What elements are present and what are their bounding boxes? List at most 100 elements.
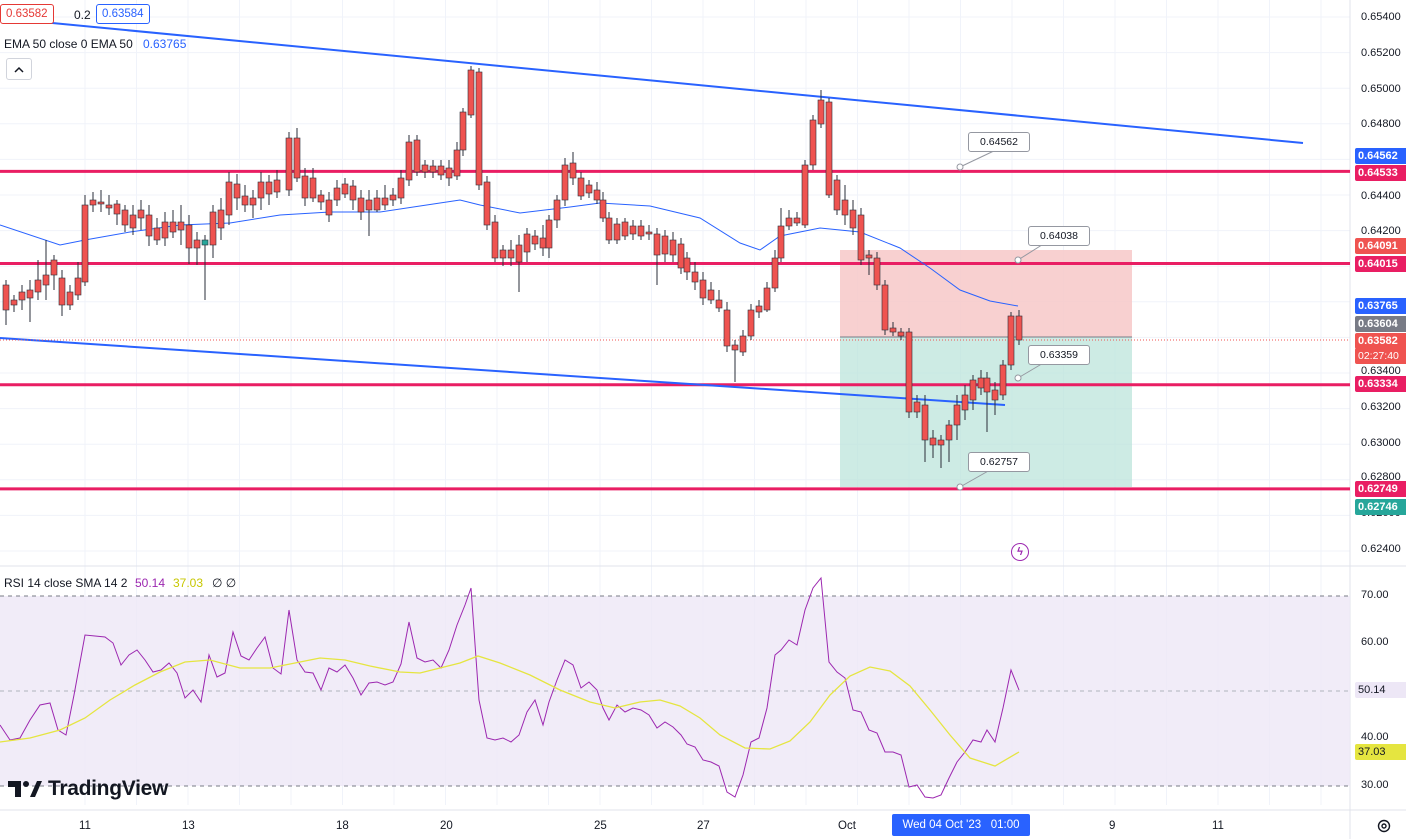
candle-body <box>515 244 523 263</box>
candle-body <box>605 217 613 241</box>
candle-body <box>257 181 265 199</box>
candle-body <box>357 197 365 213</box>
candle-body <box>42 274 50 286</box>
ema-50-line <box>0 199 1019 307</box>
tradingview-logo[interactable]: TradingView <box>8 777 168 801</box>
candle-body <box>169 221 177 233</box>
candle-body <box>755 305 763 313</box>
candle-body <box>645 231 653 235</box>
note-connector <box>959 469 991 488</box>
candle-body <box>273 179 281 193</box>
collapse-legend-button[interactable] <box>6 58 32 80</box>
candle-body <box>413 139 421 173</box>
last-price-label: 0.63582 <box>1355 333 1406 349</box>
candle-body <box>561 164 569 201</box>
lower-trendline <box>0 337 1006 406</box>
candle-body <box>161 221 169 239</box>
settings-gear-icon[interactable] <box>1376 818 1392 834</box>
level-price-label: 0.62749 <box>1355 481 1406 497</box>
candle-body <box>34 279 42 293</box>
ema-price-label: 0.63765 <box>1355 298 1406 314</box>
candle-body <box>849 209 857 229</box>
rsi-legend-extra: ∅ ∅ <box>212 576 237 590</box>
candle-body <box>669 239 677 256</box>
price-tick: 0.64200 <box>1361 225 1401 237</box>
alert-price-label: 0.64562 <box>1355 148 1406 164</box>
candle-body <box>459 111 467 151</box>
spread-value: 0.2 <box>74 8 91 22</box>
logo-text: TradingView <box>48 777 169 800</box>
box-bottom-price-label: 0.62746 <box>1355 499 1406 515</box>
candle-body <box>661 235 669 255</box>
time-tick: 9 <box>1109 820 1116 832</box>
candle-body <box>365 199 373 211</box>
candle-body <box>677 243 685 269</box>
candle-body <box>105 204 113 209</box>
price-tick: 0.64800 <box>1361 118 1401 130</box>
price-tick: 0.65400 <box>1361 11 1401 23</box>
ema-legend-value: 0.63765 <box>143 37 187 51</box>
candle-body <box>825 101 833 196</box>
candle-body <box>293 137 301 179</box>
price-note[interactable]: 0.62757 <box>968 452 1030 472</box>
price-note[interactable]: 0.64038 <box>1028 226 1090 246</box>
candle-body <box>983 377 991 393</box>
candle-body <box>629 225 637 235</box>
crosshair-time-label: Wed 04 Oct '23 01:00 <box>892 814 1030 836</box>
price-note[interactable]: 0.64562 <box>968 132 1030 152</box>
ask-price-button[interactable]: 0.63584 <box>96 4 150 24</box>
candle-body <box>637 225 645 237</box>
time-tick: 11 <box>1212 820 1224 832</box>
candle-body <box>453 149 461 177</box>
candle-body <box>809 119 817 166</box>
candle-body <box>97 201 105 205</box>
time-tick: 18 <box>336 820 349 832</box>
candle-body <box>613 223 621 241</box>
candle-body <box>309 177 317 199</box>
price-tick: 0.63400 <box>1361 365 1401 377</box>
candle-body <box>585 184 593 194</box>
candle-body <box>389 194 397 201</box>
price-tick: 0.65000 <box>1361 83 1401 95</box>
level-price-label: 0.64533 <box>1355 165 1406 181</box>
candle-body <box>937 439 945 446</box>
candle-body <box>977 377 985 389</box>
note-anchor <box>1014 374 1022 382</box>
candle-body <box>499 249 507 259</box>
candle-body <box>249 197 257 206</box>
rsi-tick: 70.00 <box>1361 589 1389 601</box>
candle-body <box>26 289 34 299</box>
candle-body <box>475 71 483 186</box>
lightning-icon[interactable]: ϟ <box>1011 543 1029 561</box>
bid-price-button[interactable]: 0.63582 <box>0 4 54 24</box>
candle-body <box>445 167 453 179</box>
candle-body <box>953 404 961 426</box>
time-tick: Oct <box>838 820 856 832</box>
candle-body <box>507 249 515 259</box>
candle-body <box>58 277 66 306</box>
rsi-tick: 60.00 <box>1361 636 1389 648</box>
candle-body <box>683 257 691 273</box>
candle-body <box>333 187 341 201</box>
candle-body <box>285 137 293 191</box>
candle-body <box>429 165 437 173</box>
time-tick: 13 <box>182 820 195 832</box>
rsi-legend-label[interactable]: RSI 14 close SMA 14 2 <box>4 576 128 590</box>
rsi-line <box>0 576 1020 799</box>
candle-body <box>201 239 209 246</box>
ema-legend-label[interactable]: EMA 50 close 0 EMA 50 <box>4 37 133 51</box>
candle-body <box>18 291 26 301</box>
candle-body <box>969 379 977 401</box>
candle-body <box>317 194 325 203</box>
candle-body <box>833 179 841 211</box>
price-note[interactable]: 0.63359 <box>1028 345 1090 365</box>
box-top-price-label: 0.64091 <box>1355 238 1406 254</box>
rsi-tick: 40.00 <box>1361 731 1389 743</box>
candle-body <box>89 199 97 206</box>
candle-body <box>873 257 881 286</box>
candle-body <box>129 214 137 229</box>
candle-body <box>193 239 201 249</box>
candle-body <box>301 175 309 199</box>
candle-body <box>137 209 145 219</box>
